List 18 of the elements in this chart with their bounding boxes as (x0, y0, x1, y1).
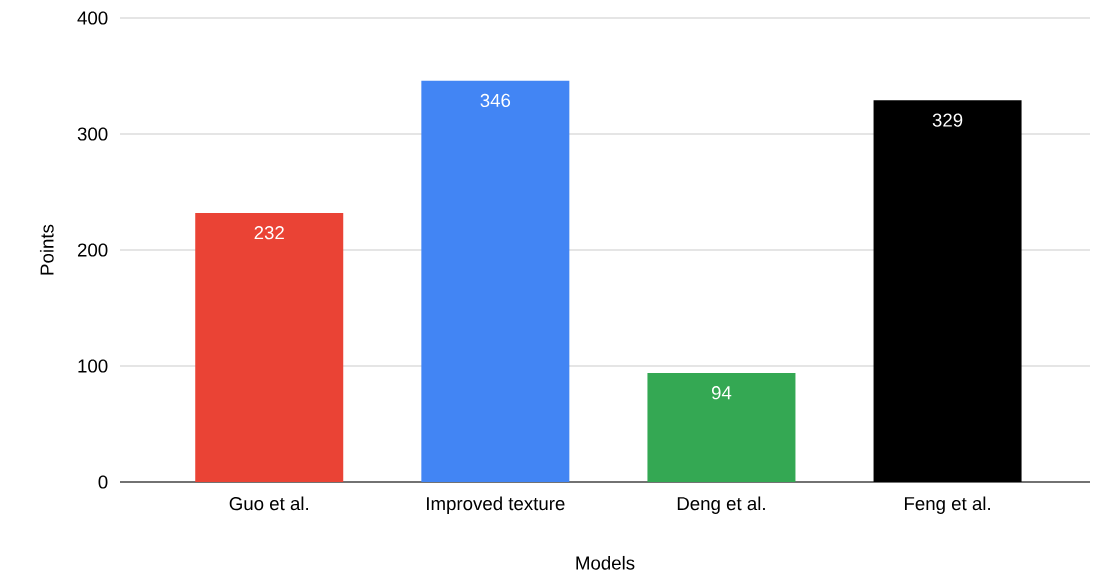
x-tick-label: Feng et al. (904, 496, 990, 514)
y-tick-label: 300 (77, 127, 108, 141)
x-tick-label: Guo et al. (229, 496, 308, 511)
data-label: 329 (932, 113, 963, 127)
bar (647, 372, 796, 482)
y-tick-label: 200 (77, 243, 108, 257)
bar (195, 212, 344, 482)
x-axis-title: Models (576, 555, 635, 570)
data-label: 94 (711, 386, 732, 400)
x-tick-label: Improved texture (427, 496, 565, 514)
y-tick-label: 400 (77, 11, 108, 25)
y-tick-label: 100 (78, 359, 108, 373)
bar (421, 80, 570, 482)
x-tick-label: Deng et al. (677, 496, 765, 514)
y-tick-label: 0 (98, 475, 108, 489)
data-label: 232 (254, 226, 284, 240)
data-label: 346 (480, 93, 511, 108)
y-axis-title: Points (39, 224, 54, 275)
